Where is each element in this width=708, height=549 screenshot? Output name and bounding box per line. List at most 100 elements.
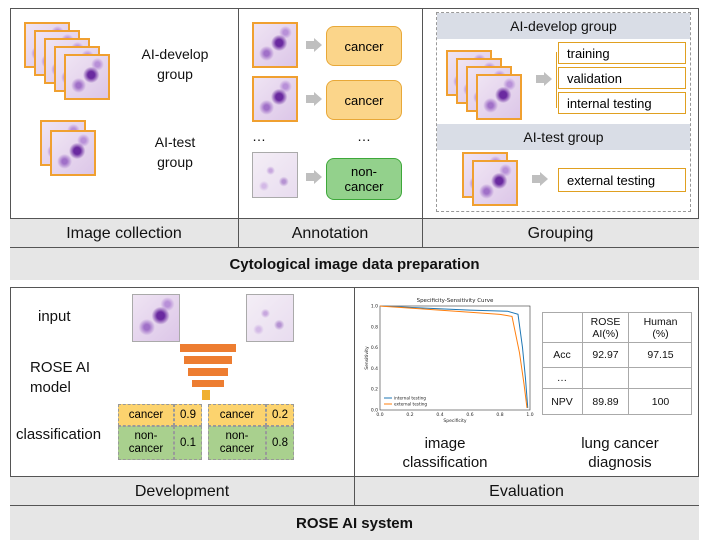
y-tick-label: 0.6 bbox=[371, 345, 378, 351]
arrow-icon bbox=[306, 92, 322, 106]
test-image bbox=[50, 130, 96, 176]
result-value: 0.9 bbox=[174, 404, 202, 426]
table-header: ROSE AI(%) bbox=[590, 315, 621, 340]
divider bbox=[354, 287, 355, 507]
input-text: input bbox=[38, 308, 71, 325]
result-value: 0.8 bbox=[266, 426, 294, 460]
annotation-image bbox=[252, 152, 298, 198]
test-group-text: AI-test group bbox=[154, 134, 196, 170]
bottom-footer-title: ROSE AI system bbox=[296, 515, 413, 532]
result-value: 0.1 bbox=[174, 426, 202, 460]
chart-title: Specificity-Sensitivity Curve bbox=[417, 298, 494, 304]
metrics-table bbox=[542, 312, 692, 415]
model-layer bbox=[202, 390, 210, 400]
group-image bbox=[472, 160, 518, 206]
external-testing-box: external testing bbox=[558, 168, 686, 192]
x-tick-label: 0.6 bbox=[466, 412, 473, 418]
bottom-footer bbox=[10, 506, 699, 540]
training-box: training bbox=[558, 42, 686, 64]
y-tick-label: 0.8 bbox=[371, 324, 378, 330]
y-tick-label: 0.4 bbox=[371, 366, 378, 372]
grouping-dashed-frame bbox=[436, 12, 691, 212]
sensitivity-chart: Specificity-Sensitivity Curve 0.0 0.2 0.4 0.… bbox=[364, 298, 534, 424]
ellipsis: … bbox=[357, 128, 371, 144]
evaluation-label: Evaluation bbox=[489, 483, 564, 500]
table-line bbox=[628, 312, 629, 415]
arrow-icon bbox=[306, 38, 322, 52]
grouping-label: Grouping bbox=[527, 225, 594, 242]
arrow-icon bbox=[532, 172, 548, 186]
validation-box: validation bbox=[558, 67, 686, 89]
table-line bbox=[542, 388, 692, 389]
result-label: cancer bbox=[208, 404, 266, 426]
classification-text: classification bbox=[16, 426, 102, 443]
divider bbox=[422, 218, 423, 248]
input-image bbox=[246, 294, 294, 342]
annotation-cancer: cancer bbox=[326, 26, 402, 66]
table-line bbox=[542, 342, 692, 343]
result-value: 0.2 bbox=[266, 404, 294, 426]
result-label: cancer bbox=[118, 404, 174, 426]
series-line bbox=[379, 305, 529, 408]
image-stack bbox=[64, 54, 110, 100]
top-footer bbox=[10, 248, 699, 280]
annotation-image bbox=[252, 22, 298, 68]
y-tick-label: 0.2 bbox=[371, 387, 378, 393]
x-axis-label: Specificity bbox=[443, 418, 467, 424]
group-image bbox=[476, 74, 522, 120]
divider bbox=[354, 476, 355, 506]
test-header-bar bbox=[437, 124, 690, 150]
divider bbox=[422, 8, 423, 248]
input-image bbox=[132, 294, 180, 342]
model-layer bbox=[192, 380, 224, 387]
divider bbox=[238, 218, 239, 248]
y-tick-label: 0.0 bbox=[371, 408, 378, 414]
divider bbox=[238, 8, 239, 248]
lung-cancer-diagnosis-text: lung cancer diagnosis bbox=[581, 435, 659, 471]
x-tick-label: 0.4 bbox=[436, 412, 443, 418]
table-cell: 92.97 bbox=[592, 349, 619, 361]
x-tick-label: 0.8 bbox=[496, 412, 503, 418]
y-axis-label: Sensitivity bbox=[364, 346, 370, 370]
y-tick-label: 1.0 bbox=[371, 304, 378, 310]
table-line bbox=[582, 312, 583, 415]
table-cell: 97.15 bbox=[647, 349, 674, 361]
internal-testing-box: internal testing bbox=[558, 92, 686, 114]
x-tick-label: 1.0 bbox=[526, 412, 533, 418]
label-row bbox=[10, 218, 699, 248]
table-line bbox=[542, 367, 692, 368]
develop-group-text: AI-develop group bbox=[141, 46, 209, 82]
annotation-image bbox=[252, 76, 298, 122]
develop-header: AI-develop group bbox=[510, 18, 617, 34]
table-header: Human (%) bbox=[643, 315, 678, 340]
model-layer bbox=[184, 356, 232, 364]
ellipsis: … bbox=[252, 128, 266, 144]
table-cell: 100 bbox=[651, 396, 670, 408]
model-layer bbox=[188, 368, 228, 376]
development-label: Development bbox=[134, 483, 230, 500]
result-label: non-cancer bbox=[118, 426, 174, 460]
x-tick-label: 0.0 bbox=[376, 412, 383, 418]
result-label: non-cancer bbox=[208, 426, 266, 460]
legend-label: external testing bbox=[394, 402, 427, 407]
annotation-cancer: cancer bbox=[326, 80, 402, 120]
bracket-line bbox=[556, 52, 557, 108]
model-layer bbox=[180, 344, 236, 352]
plot-area bbox=[379, 305, 531, 411]
annotation-non-cancer: non-cancer bbox=[326, 158, 402, 200]
develop-header-bar bbox=[437, 13, 690, 39]
x-tick-label: 0.2 bbox=[406, 412, 413, 418]
legend-label: internal testing bbox=[394, 396, 426, 401]
arrow-icon bbox=[306, 170, 322, 184]
annotation-label: Annotation bbox=[291, 225, 369, 242]
table-cell: … bbox=[556, 372, 568, 384]
model-text: ROSE AI model bbox=[30, 359, 91, 396]
table-cell: NPV bbox=[551, 396, 573, 408]
top-footer-title: Cytological image data preparation bbox=[229, 256, 480, 273]
series-line bbox=[379, 305, 528, 408]
image-classification-text: image classification bbox=[402, 435, 488, 471]
table-cell: Acc bbox=[553, 349, 571, 361]
arrow-icon bbox=[536, 72, 552, 86]
test-header: AI-test group bbox=[523, 129, 604, 145]
image-collection-label: Image collection bbox=[66, 225, 182, 242]
